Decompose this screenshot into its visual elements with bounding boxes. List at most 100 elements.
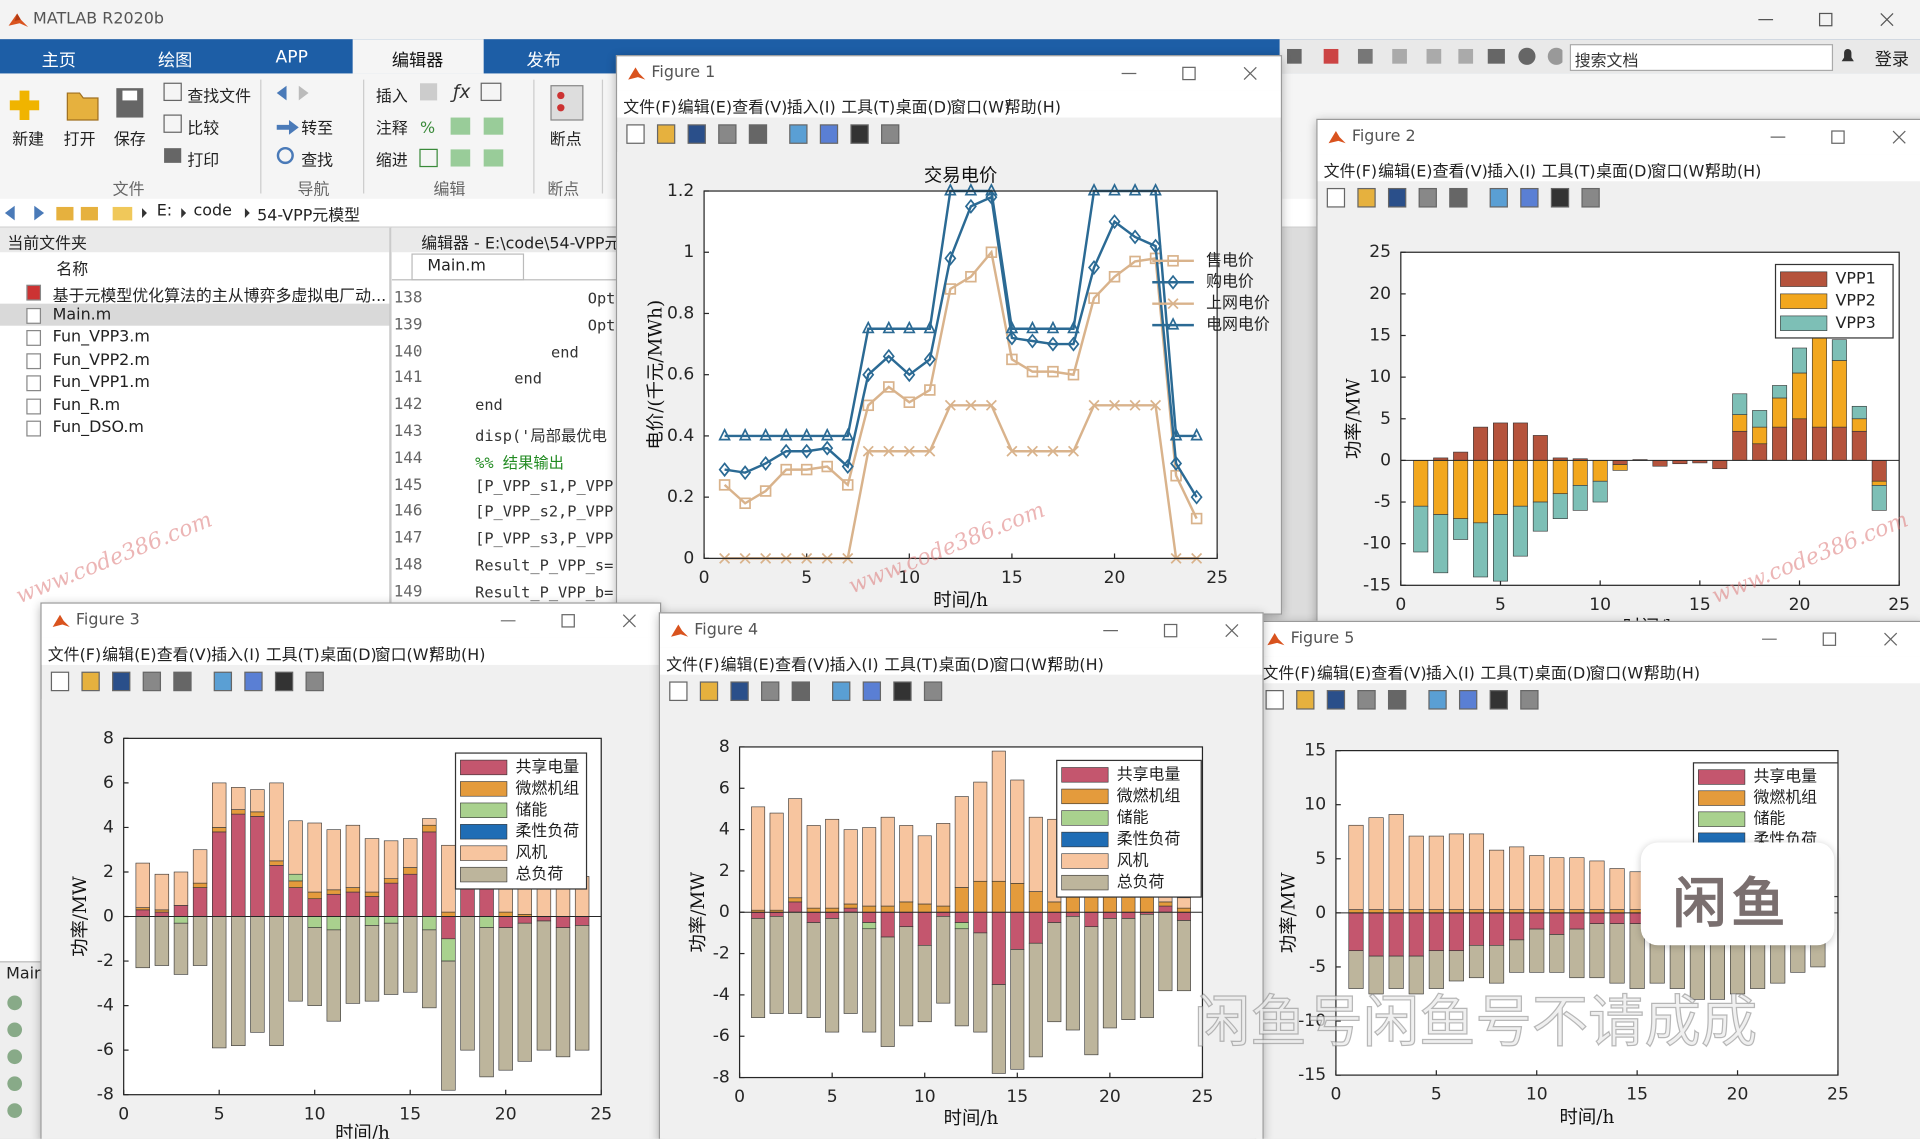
toolbar-button[interactable] <box>789 124 808 144</box>
menu-item[interactable]: 窗口(W) <box>1650 162 1711 182</box>
menu-item[interactable]: 编辑(E) <box>677 99 733 118</box>
ribbon-button[interactable]: 比较 <box>187 120 220 139</box>
toolbar-button[interactable] <box>1326 690 1346 710</box>
toolbar-button[interactable] <box>626 124 645 144</box>
toolbar-button[interactable] <box>748 124 768 144</box>
menu-item[interactable]: 插入(I) <box>829 656 879 675</box>
menu-item[interactable]: 文件(F) <box>623 99 677 118</box>
bell-icon[interactable] <box>1838 47 1858 67</box>
toolbar-button[interactable] <box>881 124 900 144</box>
ribbon-button[interactable]: 断点 <box>549 131 582 150</box>
menu-item[interactable]: 查看(V) <box>156 646 212 665</box>
menu-item[interactable]: 编辑(E) <box>720 656 775 675</box>
ribbon-button[interactable]: 新建 <box>12 131 45 150</box>
toolbar-button[interactable] <box>1387 690 1407 710</box>
menu-item[interactable]: 工具(T) <box>265 646 320 665</box>
toolbar-button[interactable] <box>1520 690 1539 710</box>
toolbar-button[interactable] <box>699 681 719 702</box>
menu-item[interactable]: 桌面(D) <box>1534 664 1592 684</box>
figure-controls[interactable] <box>489 611 648 631</box>
file-row[interactable]: Fun_VPP2.m <box>0 350 389 372</box>
menu-item[interactable]: 帮助(H) <box>1705 162 1762 182</box>
menu-item[interactable]: 编辑(E) <box>102 646 157 665</box>
menu-item[interactable]: 帮助(H) <box>429 646 486 665</box>
ribbon-button[interactable]: 保存 <box>113 131 146 150</box>
file-row[interactable]: Fun_VPP3.m <box>0 327 389 349</box>
ribbon-button[interactable]: 注释 <box>375 120 408 139</box>
menu-item[interactable]: 桌面(D) <box>1596 162 1653 182</box>
menu-item[interactable]: 桌面(D) <box>895 99 953 118</box>
figure-controls[interactable] <box>1109 64 1268 84</box>
path-segment[interactable]: code <box>193 202 232 221</box>
menu-item[interactable]: 插入(I) <box>786 99 836 118</box>
toolbar-button[interactable] <box>1581 187 1600 208</box>
menu-item[interactable]: 桌面(D) <box>938 656 996 675</box>
menu-item[interactable]: 查看(V) <box>732 99 788 118</box>
menu-item[interactable]: 查看(V) <box>775 656 831 675</box>
column-header[interactable]: 名称 <box>56 260 89 280</box>
menu-item[interactable]: 查看(V) <box>1371 664 1427 684</box>
menu-item[interactable]: 编辑(E) <box>1378 162 1433 182</box>
menu-item[interactable]: 插入(I) <box>211 646 261 665</box>
menu-item[interactable]: 插入(I) <box>1487 162 1537 182</box>
toolbar-button[interactable] <box>718 124 737 144</box>
toolbar-button[interactable] <box>1418 187 1437 208</box>
toolbar-button[interactable] <box>213 671 233 692</box>
search-box[interactable]: 搜索文档 <box>1569 44 1834 72</box>
menu-item[interactable]: 查看(V) <box>1432 162 1488 182</box>
quick-access-icons[interactable] <box>1286 47 1563 67</box>
menu-item[interactable]: 帮助(H) <box>1047 656 1104 675</box>
toolbar-button[interactable] <box>669 681 688 702</box>
toolbar-button[interactable] <box>1489 187 1508 208</box>
file-row[interactable]: Fun_DSO.m <box>0 418 389 440</box>
file-row[interactable]: Fun_R.m <box>0 395 389 417</box>
menu-item[interactable]: 编辑(E) <box>1316 664 1372 684</box>
toolbar-button[interactable] <box>923 681 943 702</box>
toolbar-button[interactable] <box>1489 690 1508 710</box>
file-row[interactable]: 基于元模型优化算法的主从博弈多虚拟电厂动... <box>0 282 389 306</box>
ribbon-button[interactable]: 插入 <box>375 88 408 107</box>
toolbar-button[interactable] <box>244 671 263 692</box>
toolbar-button[interactable] <box>893 681 912 702</box>
menu-item[interactable]: 窗口(W) <box>374 646 435 665</box>
menu-item[interactable]: 帮助(H) <box>1643 664 1701 684</box>
menu-item[interactable]: 文件(F) <box>666 656 720 675</box>
tab[interactable]: APP <box>275 47 308 68</box>
toolbar-button[interactable] <box>1357 690 1376 710</box>
path-segment[interactable]: E: <box>156 202 173 221</box>
toolbar-button[interactable] <box>173 671 192 692</box>
figure-controls[interactable] <box>1758 127 1917 147</box>
ribbon-button[interactable]: 打印 <box>187 151 220 171</box>
ribbon-button[interactable]: 查找 <box>301 151 334 171</box>
login[interactable]: 登录 <box>1874 50 1909 70</box>
toolbar-button[interactable] <box>730 681 749 702</box>
toolbar-button[interactable] <box>850 124 869 144</box>
menu-item[interactable]: 文件(F) <box>47 646 102 665</box>
menu-item[interactable]: 工具(T) <box>1480 664 1535 684</box>
file-row[interactable]: Fun_VPP1.m <box>0 372 389 394</box>
toolbar-button[interactable] <box>656 124 676 144</box>
toolbar-button[interactable] <box>687 124 706 144</box>
toolbar-button[interactable] <box>862 681 882 702</box>
menu-item[interactable]: 帮助(H) <box>1004 99 1061 118</box>
menu-item[interactable]: 工具(T) <box>841 99 896 118</box>
editor-tab[interactable]: Main.m <box>411 253 525 281</box>
toolbar-button[interactable] <box>1449 187 1468 208</box>
toolbar-button[interactable] <box>142 671 162 692</box>
menu-item[interactable]: 文件(F) <box>1262 664 1316 684</box>
toolbar-button[interactable] <box>1550 187 1570 208</box>
ribbon-button[interactable]: 转至 <box>301 120 334 139</box>
toolbar-button[interactable] <box>112 671 131 692</box>
toolbar-button[interactable] <box>1428 690 1447 710</box>
toolbar-button[interactable] <box>305 671 324 692</box>
toolbar-button[interactable] <box>50 671 70 692</box>
ribbon-button[interactable]: 打开 <box>63 131 96 150</box>
figure-controls[interactable] <box>1750 629 1909 649</box>
window-controls[interactable] <box>1751 10 1910 30</box>
toolbar-button[interactable] <box>1520 187 1539 208</box>
toolbar-button[interactable] <box>1296 690 1315 710</box>
menu-item[interactable]: 文件(F) <box>1323 162 1378 182</box>
menu-item[interactable]: 桌面(D) <box>320 646 377 665</box>
menu-item[interactable]: 窗口(W) <box>950 99 1011 118</box>
menu-item[interactable]: 工具(T) <box>1541 162 1596 182</box>
